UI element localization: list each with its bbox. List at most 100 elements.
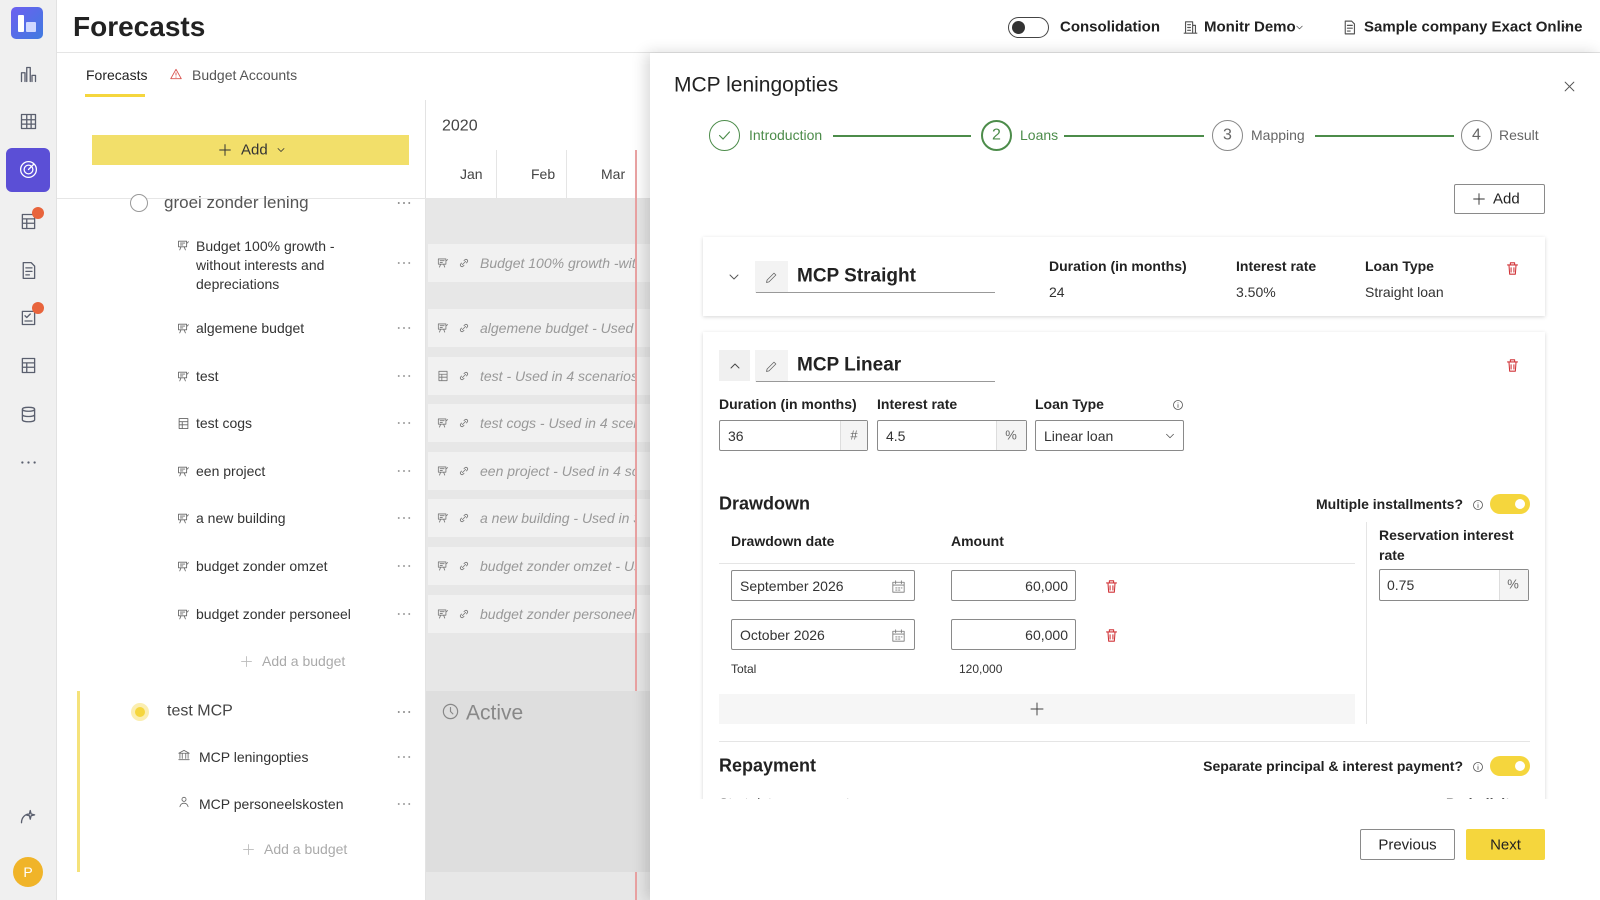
field-label: Interest rate <box>1236 257 1317 274</box>
icon <box>1166 433 1174 439</box>
step-connector <box>833 135 971 137</box>
icon <box>437 323 449 333</box>
step-circle[interactable] <box>1461 120 1492 151</box>
tab[interactable]: Forecasts <box>86 66 148 83</box>
icon <box>459 466 469 476</box>
close-button[interactable] <box>1562 79 1577 94</box>
field-value: 24 <box>1049 283 1065 300</box>
edit-button[interactable] <box>755 261 788 293</box>
previous-button[interactable] <box>1360 829 1455 860</box>
budget-name[interactable]: MCP leningopties <box>199 748 309 765</box>
icon <box>1473 500 1483 510</box>
column-divider <box>1366 522 1367 724</box>
budget-name[interactable]: algemene budget <box>196 319 305 336</box>
icon <box>437 513 449 523</box>
icon <box>718 131 731 140</box>
icon <box>177 323 189 333</box>
field-label: Loan Type <box>1035 395 1104 412</box>
budget-name[interactable]: test cogs <box>196 414 253 431</box>
more-button <box>397 711 411 713</box>
group-radio[interactable] <box>130 194 148 212</box>
group-accent <box>77 691 80 872</box>
step-label[interactable]: Loans <box>1020 126 1059 143</box>
icon-path <box>178 417 188 429</box>
budget-name[interactable]: een project <box>196 462 266 479</box>
timeline-budget[interactable]: budget zonder personeel - <box>480 605 635 622</box>
company-select[interactable]: Sample company Exact Online <box>1364 18 1583 36</box>
icon <box>459 513 469 523</box>
budget-name[interactable]: budget zonder omzet <box>196 557 328 574</box>
timeline-budget[interactable]: a new building - Used in 3 s <box>480 509 635 526</box>
timeline-budget[interactable]: Budget 100% growth -witho <box>480 254 635 271</box>
icon-path <box>459 466 469 476</box>
icon-path <box>177 561 189 571</box>
icon <box>437 609 449 619</box>
amount-input[interactable] <box>951 570 1076 601</box>
date-input[interactable] <box>731 570 915 601</box>
nav-icon-path <box>20 113 36 129</box>
icon <box>177 466 189 476</box>
input-unit: % <box>1507 576 1519 592</box>
add-button[interactable] <box>92 135 409 165</box>
budget-name[interactable]: Budget 100% growth - without interests a… <box>196 238 335 292</box>
icon-path <box>459 258 469 268</box>
timeline-budget[interactable]: een project - Used in 4 scer <box>480 462 635 479</box>
step-label[interactable]: Introduction <box>749 126 823 143</box>
timeline-budget[interactable]: test - Used in 4 scenarios <box>480 367 635 384</box>
icon-path <box>437 418 449 428</box>
icon-path <box>1473 193 1485 205</box>
step-circle[interactable] <box>981 120 1012 151</box>
group-radio[interactable] <box>131 703 149 721</box>
date-input[interactable] <box>731 619 915 650</box>
toggle-label: Separate principal & interest payment? <box>1203 757 1463 774</box>
icon-path <box>718 131 731 140</box>
timeline-budget[interactable]: test cogs - Used in 4 scenar <box>480 414 635 431</box>
icon <box>891 628 905 642</box>
timeline-budget[interactable]: budget zonder omzet - Use <box>480 557 635 574</box>
loan-name: MCP Straight <box>797 265 916 287</box>
step-circle[interactable] <box>1212 120 1243 151</box>
input[interactable] <box>1035 420 1184 451</box>
icon <box>177 371 189 381</box>
page-title: Forecasts <box>73 10 206 42</box>
delete-button <box>1105 628 1117 642</box>
next-button[interactable] <box>1466 829 1545 860</box>
icon-path <box>438 370 448 382</box>
icon-path <box>1473 500 1483 510</box>
budget-name[interactable]: budget zonder personeel <box>196 605 351 622</box>
field-label: Loan Type <box>1365 257 1434 274</box>
date-value: September 2026 <box>740 577 844 594</box>
budget-name[interactable]: MCP personeelskosten <box>199 795 344 812</box>
timeline-row <box>428 547 650 585</box>
nav-icon-path <box>22 261 35 279</box>
add-budget[interactable]: Add a budget <box>262 652 346 669</box>
budget-name[interactable]: test <box>196 367 219 384</box>
timeline-budget[interactable]: algemene budget - Used in <box>480 319 635 336</box>
collapse-button[interactable] <box>719 350 750 381</box>
date-value: October 2026 <box>740 626 825 643</box>
avatar[interactable] <box>13 857 43 887</box>
total-value: 120,000 <box>959 662 1003 677</box>
step-label[interactable]: Result <box>1499 126 1539 143</box>
step-circle[interactable] <box>709 120 740 151</box>
add-loan-label: Add <box>1493 190 1520 208</box>
icon-path <box>730 363 739 368</box>
nav-icon <box>20 66 36 82</box>
step-label[interactable]: Mapping <box>1251 126 1305 143</box>
icon <box>1295 25 1303 29</box>
icon-path <box>765 361 776 372</box>
add-loan-button[interactable] <box>1454 184 1545 214</box>
add-budget[interactable]: Add a budget <box>264 840 348 857</box>
tab[interactable]: Budget Accounts <box>192 66 298 83</box>
amount-value: 60,000 <box>1025 577 1068 594</box>
organization-select[interactable]: Monitr Demo <box>1204 18 1296 36</box>
icon-path <box>1473 762 1483 772</box>
amount-input[interactable] <box>951 619 1076 650</box>
budget-name[interactable]: a new building <box>196 509 286 526</box>
step-number: 2 <box>992 126 1001 144</box>
edit-button[interactable] <box>755 350 788 382</box>
icon <box>437 418 449 428</box>
timeline-year: 2020 <box>442 117 478 135</box>
more-button <box>397 517 411 519</box>
nav-active[interactable] <box>6 148 50 192</box>
